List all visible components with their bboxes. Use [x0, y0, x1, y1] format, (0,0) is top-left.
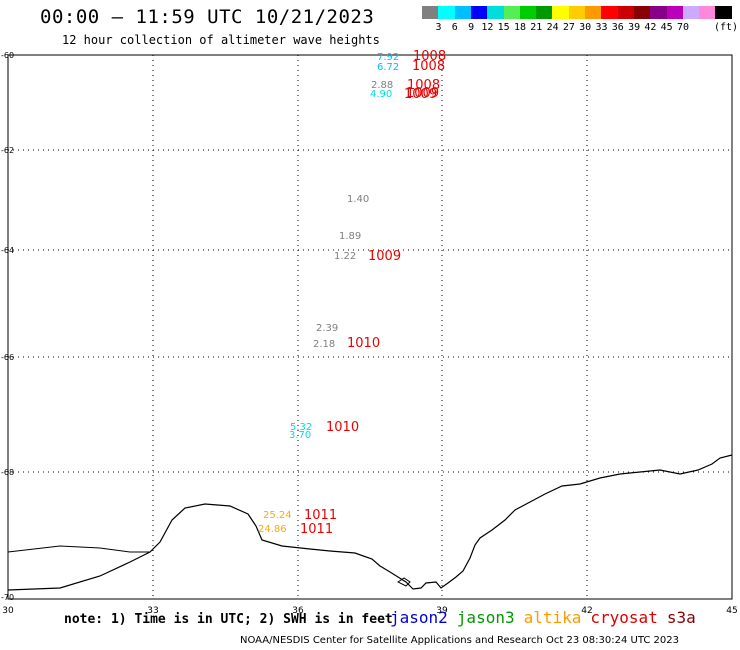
- pressure-label: 1009: [368, 249, 401, 264]
- latitude-label: -66: [1, 353, 14, 362]
- legend-label: 33: [595, 22, 608, 33]
- legend-label: 21: [530, 22, 543, 33]
- legend-label: 12: [481, 22, 494, 33]
- legend-label: 6: [451, 22, 458, 33]
- legend-label: 18: [513, 22, 527, 33]
- wave-height-label: 7.92: [377, 52, 399, 63]
- latitude-label: -60: [1, 51, 14, 60]
- wave-height-label: 25.24: [263, 510, 292, 521]
- wave-height-label: 2.39: [316, 323, 338, 334]
- latitude-label: -62: [1, 146, 14, 155]
- credit-line: NOAA/NESDIS Center for Satellite Applica…: [240, 635, 679, 646]
- satellite-legend: jason2 jason3 altika cryosat s3a: [390, 608, 705, 627]
- pressure-label: 1008: [413, 49, 446, 64]
- latitude-label: -70: [1, 593, 14, 602]
- latitude-labels: -60 -62 -64 -66 -68 -70: [1, 51, 14, 602]
- legend-label: 45: [660, 22, 673, 33]
- wave-height-label: 4.90: [370, 89, 392, 100]
- footnote: note: 1) Time is in UTC; 2) SWH is in fe…: [64, 612, 393, 627]
- legend-label: 9: [468, 22, 475, 33]
- chart-title: 00:00 – 11:59 UTC 10/21/2023: [40, 6, 375, 28]
- legend-swatch: [682, 6, 700, 19]
- legend-swatch: [585, 6, 602, 19]
- latitude-label: -64: [1, 246, 14, 255]
- antarctic-coastline: [7, 454, 733, 591]
- pressure-label: 1011: [300, 522, 333, 537]
- legend-swatch: [470, 6, 488, 19]
- pressure-label: 1010: [326, 420, 359, 435]
- legend-label: 39: [628, 22, 641, 33]
- legend-swatch: [487, 6, 505, 19]
- wave-height-label: 2.88: [371, 80, 393, 91]
- legend-label: 3: [435, 22, 442, 33]
- legend-label: 27: [562, 22, 575, 33]
- latitude-label: -68: [1, 468, 14, 477]
- wave-observations: 7.926.72 2.884.90 1.40 1.89 1.22 2.39 2.18 5.32…: [258, 52, 399, 535]
- grid-lines: [8, 55, 732, 599]
- wave-height-label: 5.32: [290, 422, 312, 433]
- legend-swatch: [715, 6, 733, 19]
- legend-swatch: [422, 6, 439, 19]
- longitude-label: 45: [726, 606, 737, 616]
- wave-height-label: 1.22: [334, 251, 356, 262]
- pressure-label: 1008: [412, 59, 445, 74]
- longitude-label: 39: [436, 606, 448, 616]
- satellite-name: s3a: [666, 608, 696, 627]
- longitude-label: 42: [581, 606, 592, 616]
- legend-label: 42: [644, 22, 657, 33]
- coastline-island: [397, 577, 411, 587]
- longitude-labels: 30 33 36 39 42 45: [2, 606, 737, 616]
- legend-label: 70: [676, 22, 690, 33]
- legend-label: 30: [579, 22, 592, 33]
- map-frame: [7, 54, 733, 600]
- legend-label: 36: [611, 22, 624, 33]
- wave-height-label: 3.70: [289, 430, 311, 441]
- satellite-name: jason3: [456, 608, 515, 627]
- legend-swatch: [699, 6, 717, 19]
- legend-swatch: [552, 6, 570, 19]
- pressure-label: 1009: [406, 86, 439, 101]
- wave-height-label: 6.72: [377, 62, 399, 73]
- legend-swatch: [536, 6, 554, 19]
- coastline-peninsula: [7, 545, 150, 553]
- legend-unit: (ft): [714, 22, 739, 33]
- legend-swatch: [438, 6, 456, 19]
- satellite-name: jason2: [390, 608, 448, 627]
- legend-swatch: [633, 6, 651, 19]
- satellite-name: cryosat: [590, 608, 658, 627]
- wave-height-label: 2.18: [313, 339, 335, 350]
- longitude-label: 36: [292, 606, 304, 616]
- legend-swatch: [454, 6, 472, 19]
- legend-swatch: [617, 6, 635, 19]
- legend-swatch: [519, 6, 537, 19]
- legend-swatch: [666, 6, 684, 19]
- wave-height-label: 24.86: [258, 524, 287, 535]
- satellite-name: altika: [523, 608, 582, 627]
- legend-swatch: [503, 6, 521, 19]
- legend-swatch: [601, 6, 619, 19]
- legend-label: 24: [546, 22, 559, 33]
- legend-swatch: [650, 6, 668, 19]
- pressure-label: 1010: [347, 336, 380, 351]
- pressure-label: 1008: [407, 78, 440, 93]
- longitude-label: 33: [147, 606, 158, 616]
- wave-height-label: 1.89: [339, 231, 361, 242]
- chart-subtitle: 12 hour collection of altimeter wave hei…: [62, 33, 380, 47]
- pressure-label: 1011: [304, 508, 337, 523]
- legend-label: 15: [497, 22, 510, 33]
- legend-swatch: [568, 6, 586, 19]
- longitude-label: 30: [2, 606, 14, 616]
- wave-height-label: 1.40: [347, 194, 369, 205]
- pressure-label: 1009: [404, 87, 437, 102]
